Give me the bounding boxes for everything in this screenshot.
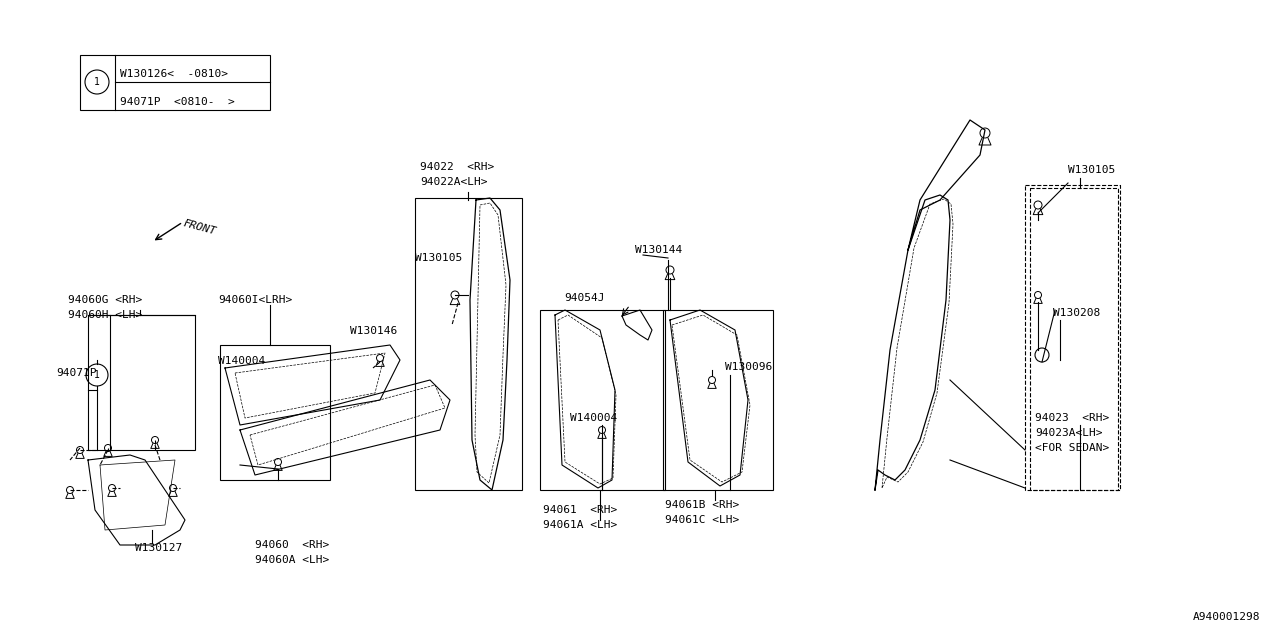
Text: W130127: W130127: [134, 543, 182, 553]
Text: FRONT: FRONT: [183, 218, 218, 236]
Bar: [1025, 185, 1120, 490]
Text: W130126<  -0810>: W130126< -0810>: [120, 69, 228, 79]
Text: W130144: W130144: [635, 245, 682, 255]
Bar: [220, 345, 330, 480]
Text: 94022A<LH>: 94022A<LH>: [420, 177, 488, 187]
Bar: [1030, 188, 1117, 490]
Text: 94060I<LRH>: 94060I<LRH>: [218, 295, 292, 305]
Text: 94061B <RH>: 94061B <RH>: [666, 500, 740, 510]
Text: 94060H <LH>: 94060H <LH>: [68, 310, 142, 320]
Text: 94023  <RH>: 94023 <RH>: [1036, 413, 1110, 423]
Text: <FOR SEDAN>: <FOR SEDAN>: [1036, 443, 1110, 453]
Text: 1: 1: [93, 370, 100, 380]
Text: W130208: W130208: [1053, 308, 1101, 318]
Text: W130105: W130105: [415, 253, 462, 263]
Text: 94061C <LH>: 94061C <LH>: [666, 515, 740, 525]
Text: W130146: W130146: [349, 326, 397, 336]
Text: A940001298: A940001298: [1193, 612, 1260, 622]
Text: 94022  <RH>: 94022 <RH>: [420, 162, 494, 172]
Text: W140004: W140004: [570, 413, 617, 423]
Bar: [415, 198, 522, 490]
Bar: [81, 55, 270, 110]
Text: 94023A<LH>: 94023A<LH>: [1036, 428, 1102, 438]
Text: W140004: W140004: [218, 356, 265, 366]
Text: 94071P  <0810-  >: 94071P <0810- >: [120, 97, 234, 107]
Text: 94060A <LH>: 94060A <LH>: [255, 555, 329, 565]
Text: W130105: W130105: [1068, 165, 1115, 175]
Text: 94061A <LH>: 94061A <LH>: [543, 520, 617, 530]
Text: 1: 1: [93, 77, 100, 87]
Bar: [88, 315, 195, 450]
Text: 94060  <RH>: 94060 <RH>: [255, 540, 329, 550]
Text: 94054J: 94054J: [564, 293, 604, 303]
Text: 94061  <RH>: 94061 <RH>: [543, 505, 617, 515]
Text: 94060G <RH>: 94060G <RH>: [68, 295, 142, 305]
Bar: [663, 310, 773, 490]
Text: 94071P: 94071P: [56, 368, 96, 378]
Text: W130096: W130096: [724, 362, 772, 372]
Bar: [540, 310, 666, 490]
